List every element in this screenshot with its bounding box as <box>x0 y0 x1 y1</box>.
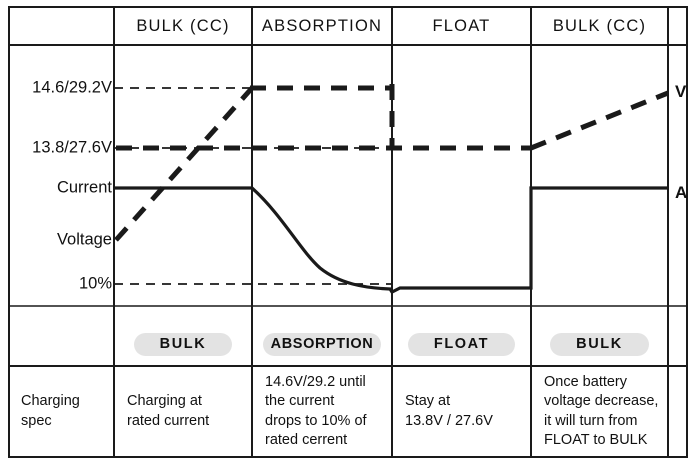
badge-cell-bulk-1: BULK <box>114 332 252 356</box>
right-label-voltage: V <box>675 82 687 101</box>
spec-row-label-cell: Charging spec <box>8 367 114 456</box>
spec-cell-float: Stay at 13.8V / 27.6V <box>392 367 531 456</box>
spec-text-bulk-1: Charging at rated current <box>127 393 210 429</box>
spec-text-float: Stay at 13.8V / 27.6V <box>405 393 493 429</box>
spec-row-label: Charging spec <box>21 393 80 429</box>
y-label-10-percent: 10% <box>78 274 112 293</box>
spec-cell-absorption: 14.6V/29.2 until the current drops to 10… <box>252 367 392 456</box>
y-label-current: Current <box>56 178 112 197</box>
y-label-13-8v: 13.8/27.6V <box>32 138 112 157</box>
spec-cell-bulk-2: Once battery voltage decrease, it will t… <box>531 367 668 456</box>
header-stage-float: FLOAT <box>432 17 491 35</box>
stage-badge-float: FLOAT <box>407 332 516 356</box>
y-label-14-6v: 14.6/29.2V <box>32 78 112 97</box>
badge-cell-absorption: ABSORPTION <box>252 332 392 356</box>
spec-text-bulk-2: Once battery voltage decrease, it will t… <box>544 373 659 449</box>
header-stage-bulk-2: BULK (CC) <box>552 17 647 35</box>
badge-cell-float: FLOAT <box>392 332 531 356</box>
stage-badge-bulk-2: BULK <box>550 332 649 356</box>
spec-cell-bulk-1: Charging at rated current <box>114 367 252 456</box>
header-stage-bulk-1: BULK (CC) <box>136 17 230 35</box>
y-label-voltage: Voltage <box>56 230 112 249</box>
header-stage-absorption: ABSORPTION <box>261 17 383 35</box>
stage-badge-absorption: ABSORPTION <box>262 332 382 356</box>
right-label-current: A <box>675 183 688 202</box>
badge-cell-bulk-2: BULK <box>531 332 668 356</box>
spec-text-absorption: 14.6V/29.2 until the current drops to 10… <box>265 373 367 449</box>
stage-badge-bulk-1: BULK <box>133 332 233 356</box>
